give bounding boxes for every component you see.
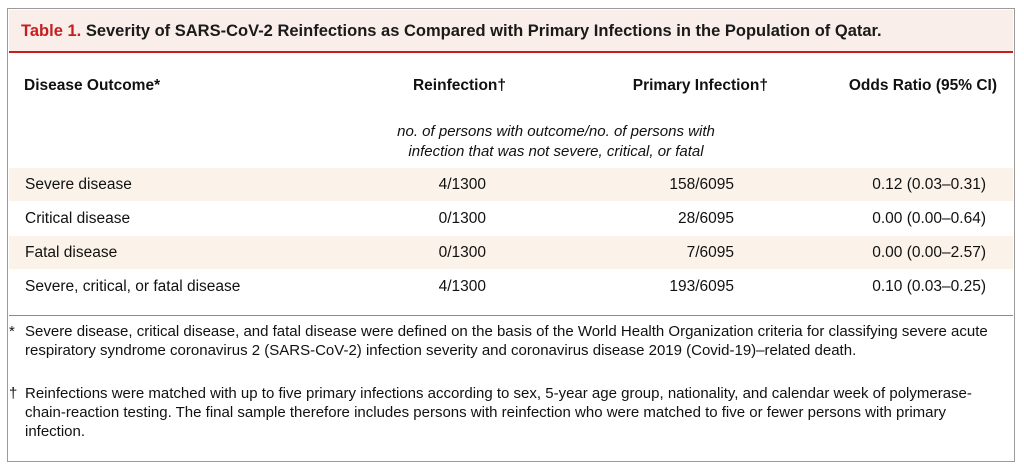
column-subheading-line-1: no. of persons with outcome/no. of perso… — [397, 123, 715, 140]
table-row: Severe disease 4/1300 158/6095 0.12 (0.0… — [9, 168, 1013, 201]
column-header-primary: Primary Infection† — [632, 77, 768, 94]
column-header-reinfection: Reinfection† — [412, 77, 506, 94]
column-header-outcome: Disease Outcome* — [24, 77, 161, 94]
cell-primary-infection: 28/6095 — [677, 210, 734, 227]
table-bottom-divider — [9, 315, 1013, 316]
cell-outcome: Critical disease — [25, 210, 131, 227]
cell-outcome: Fatal disease — [25, 244, 118, 261]
footnote-mark: † — [9, 385, 18, 402]
footnote: * Severe disease, critical disease, and … — [9, 322, 1009, 360]
table-title-bar: Table 1. Severity of SARS-CoV-2 Reinfect… — [9, 10, 1013, 53]
table-row: Critical disease 0/1300 28/6095 0.00 (0.… — [9, 202, 1013, 235]
footnote-mark: * — [9, 323, 15, 340]
footnote-text: Reinfections were matched with up to fiv… — [25, 385, 972, 440]
cell-reinfection: 4/1300 — [438, 278, 486, 295]
column-subheading: no. of persons with outcome/no. of perso… — [348, 122, 764, 162]
table-title: Table 1. Severity of SARS-CoV-2 Reinfect… — [21, 22, 882, 41]
table-row: Fatal disease 0/1300 7/6095 0.00 (0.00–2… — [9, 236, 1013, 269]
column-header-odds-ratio: Odds Ratio (95% CI) — [848, 77, 997, 94]
cell-primary-infection: 193/6095 — [669, 278, 734, 295]
cell-odds-ratio: 0.10 (0.03–0.25) — [872, 278, 986, 295]
table-title-text: Severity of SARS-CoV-2 Reinfections as C… — [85, 22, 882, 40]
table-label: Table 1. — [21, 22, 82, 40]
cell-odds-ratio: 0.00 (0.00–2.57) — [872, 244, 986, 261]
table-frame: Table 1. Severity of SARS-CoV-2 Reinfect… — [7, 8, 1015, 462]
cell-reinfection: 0/1300 — [438, 210, 486, 227]
cell-odds-ratio: 0.00 (0.00–0.64) — [872, 210, 986, 227]
cell-outcome: Severe disease — [25, 176, 132, 193]
table-row: Severe, critical, or fatal disease 4/130… — [9, 270, 1013, 303]
cell-primary-infection: 7/6095 — [686, 244, 734, 261]
column-subheading-line-2: infection that was not severe, critical,… — [408, 143, 704, 160]
cell-odds-ratio: 0.12 (0.03–0.31) — [872, 176, 986, 193]
cell-outcome: Severe, critical, or fatal disease — [25, 278, 241, 295]
cell-reinfection: 0/1300 — [438, 244, 486, 261]
cell-reinfection: 4/1300 — [438, 176, 486, 193]
cell-primary-infection: 158/6095 — [669, 176, 734, 193]
footnote-text: Severe disease, critical disease, and fa… — [25, 323, 988, 359]
footnote: † Reinfections were matched with up to f… — [9, 384, 1009, 441]
